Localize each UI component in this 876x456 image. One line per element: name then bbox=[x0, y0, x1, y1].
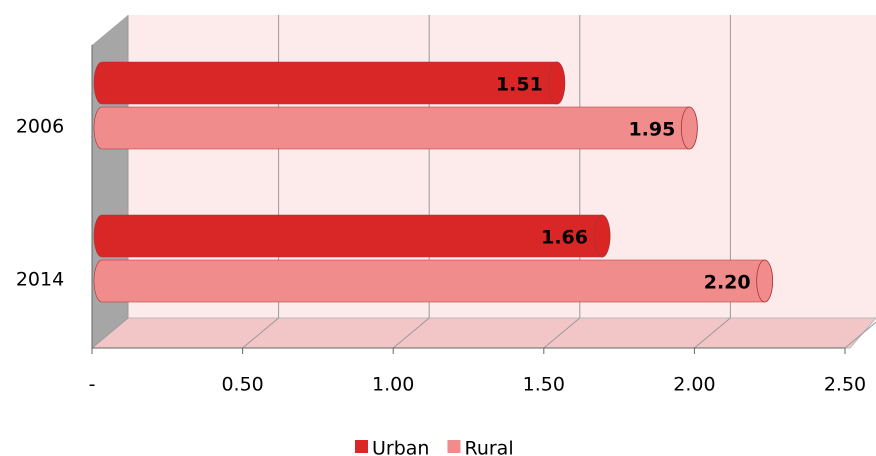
value-label: 1.51 bbox=[496, 74, 543, 96]
value-label: 1.66 bbox=[541, 227, 588, 249]
value-label: 2.20 bbox=[704, 272, 751, 294]
x-tick-label: 1.00 bbox=[372, 374, 414, 396]
x-tick-label: 0.50 bbox=[221, 374, 263, 396]
floor-grid-line bbox=[844, 321, 876, 349]
bar bbox=[93, 106, 698, 150]
floor-grid-line bbox=[694, 317, 731, 349]
legend-swatch bbox=[447, 440, 461, 453]
x-tick-label: 1.50 bbox=[523, 374, 565, 396]
x-tick-label: 2.00 bbox=[673, 374, 715, 396]
floor-grid-line bbox=[91, 317, 129, 349]
legend-label: Rural bbox=[464, 438, 513, 456]
y-tick-label: 2006 bbox=[16, 116, 64, 138]
y-tick-label: 2014 bbox=[16, 269, 64, 291]
bar-cap bbox=[680, 106, 698, 150]
bar bbox=[93, 214, 611, 258]
floor-grid-line bbox=[242, 317, 279, 349]
bar bbox=[93, 61, 566, 105]
floor-grid-line bbox=[543, 317, 581, 349]
x-tick-label: - bbox=[89, 374, 96, 396]
bar bbox=[93, 259, 773, 303]
value-label: 1.95 bbox=[628, 119, 675, 141]
legend-swatch bbox=[355, 440, 368, 453]
x-tick-label: 2.50 bbox=[824, 374, 866, 396]
floor-grid-line bbox=[392, 317, 430, 349]
floor bbox=[90, 317, 876, 349]
bar-cap bbox=[593, 214, 611, 258]
bar-cap bbox=[548, 61, 566, 105]
bar-cap bbox=[756, 259, 774, 303]
legend-label: Urban bbox=[372, 438, 429, 456]
